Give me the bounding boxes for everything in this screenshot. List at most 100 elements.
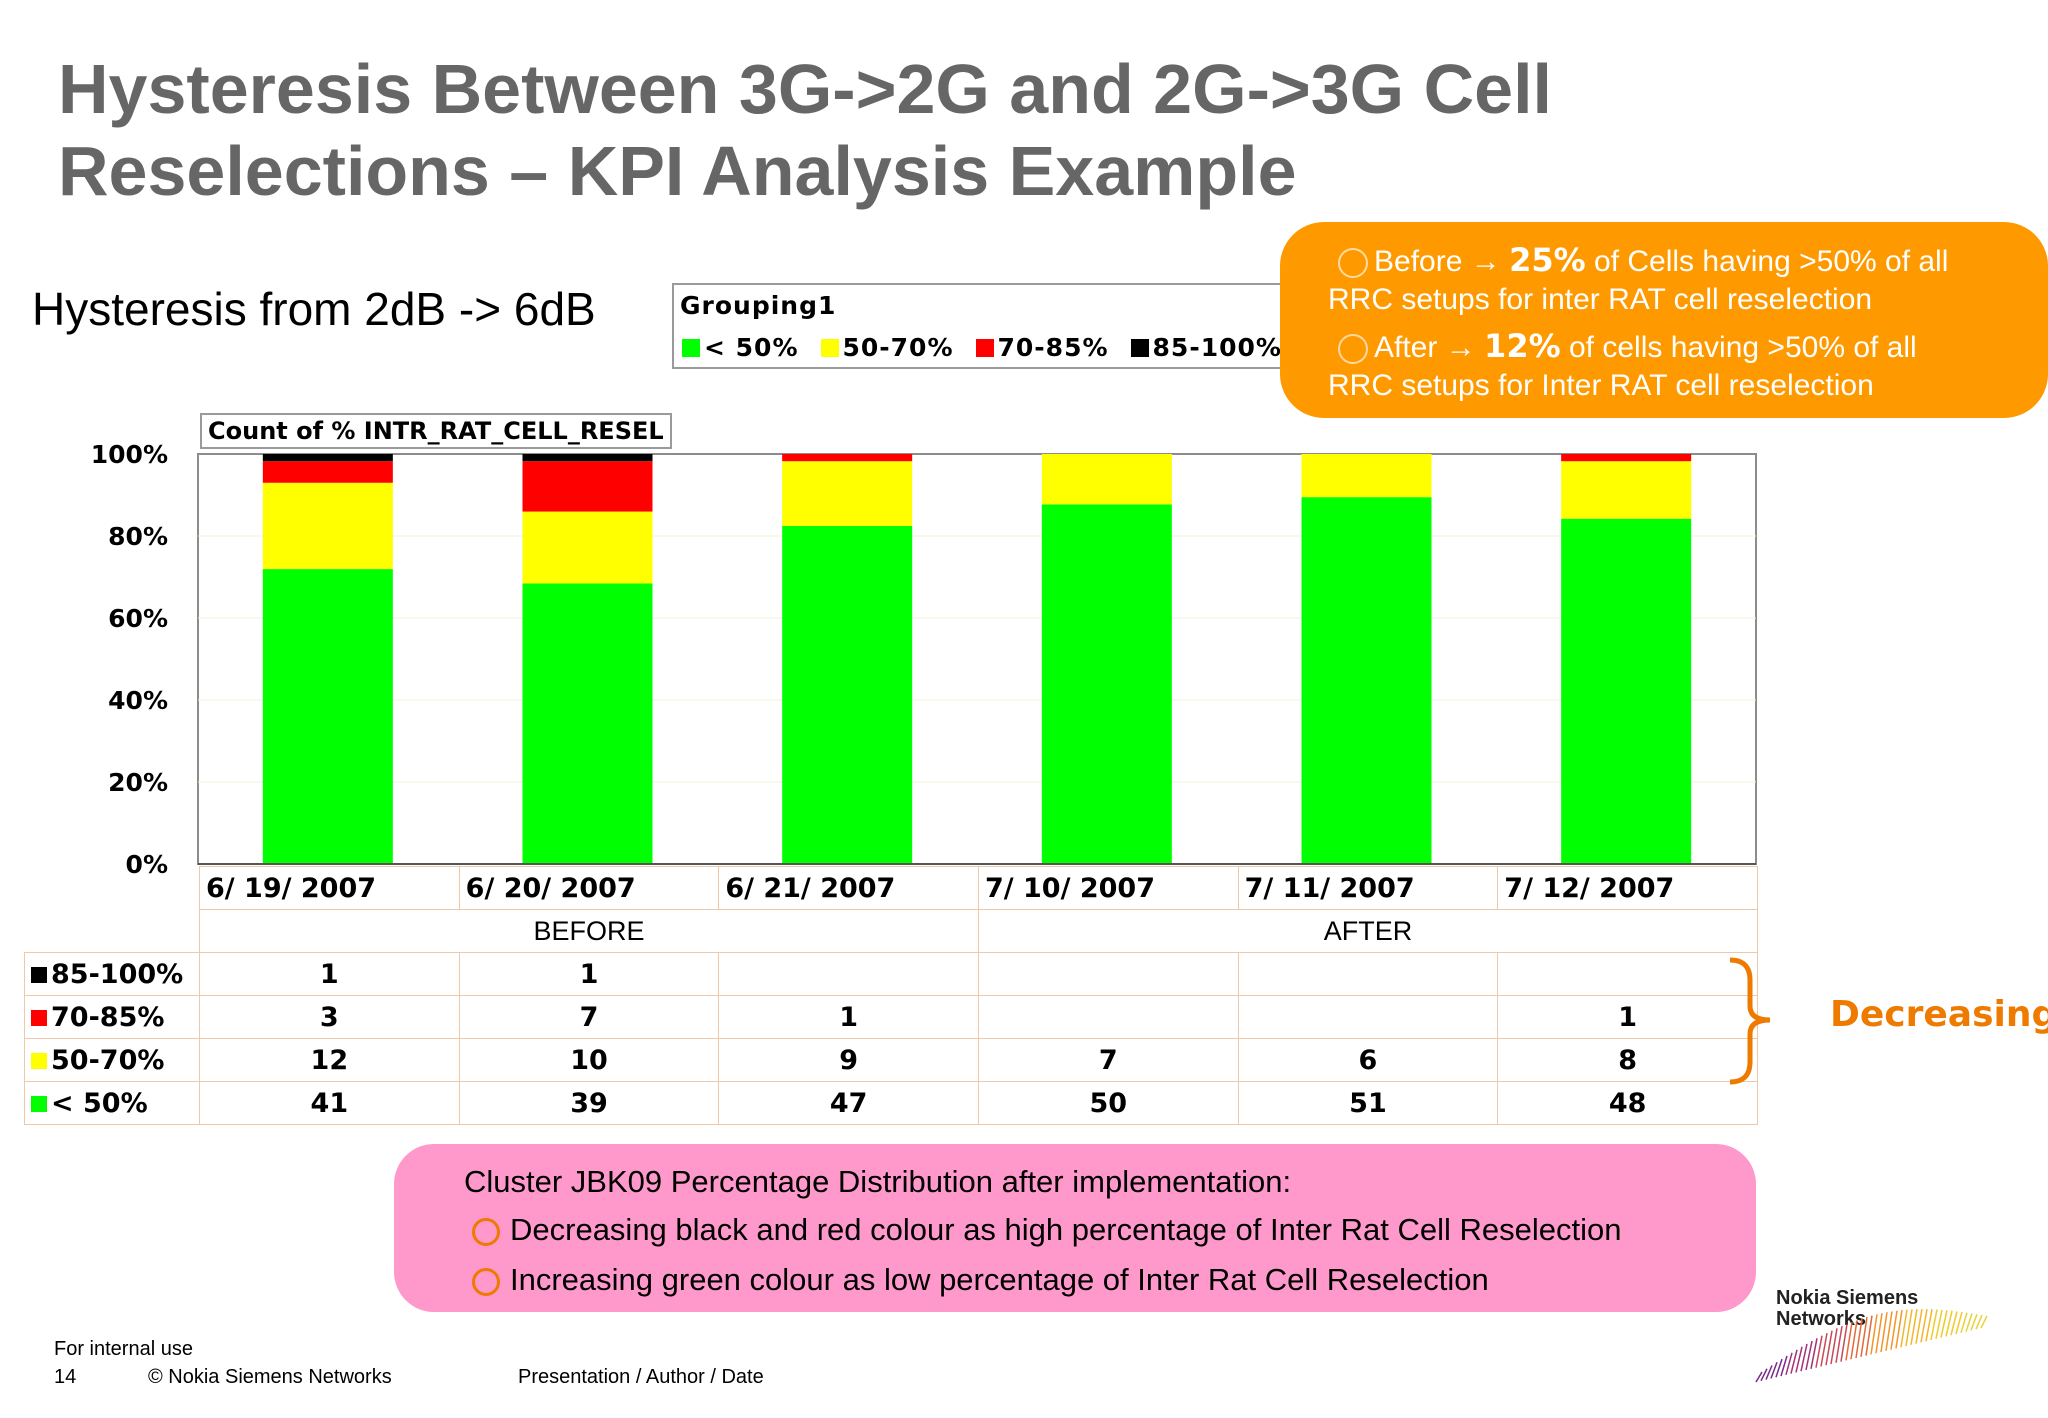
logo-wave-stroke	[1920, 1308, 1928, 1343]
logo-wave-stroke	[1850, 1320, 1858, 1360]
group-label-before: BEFORE	[199, 909, 979, 953]
bar-segment	[522, 511, 653, 584]
table-cell	[1497, 952, 1758, 996]
logo-wave-stroke	[1810, 1338, 1818, 1369]
table-cell: 41	[199, 1081, 460, 1125]
legend-item-lt50: < 50%	[682, 333, 799, 362]
decreasing-annotation: Decreasing	[1830, 994, 2048, 1035]
table-cell	[977, 995, 1239, 1039]
footer-page-number: 14	[54, 1366, 77, 1388]
date-cell: 7/ 12/ 2007	[1497, 866, 1758, 910]
logo-line-2: Networks	[1776, 1308, 1867, 1330]
logo-wave-stroke	[1980, 1315, 1988, 1329]
logo-wave-stroke	[1890, 1310, 1898, 1350]
date-cell: 6/ 19/ 2007	[199, 866, 460, 910]
summary-box: Cluster JBK09 Percentage Distribution af…	[394, 1144, 1756, 1312]
bar-segment	[262, 461, 393, 483]
summary-point-1: Decreasing black and red colour as high …	[472, 1212, 1621, 1248]
logo-wave-icon	[1755, 1308, 1988, 1383]
table-row-70-85: 70-85% 3 7 1 1	[24, 995, 1758, 1039]
logo-wave-stroke	[1880, 1312, 1888, 1353]
slide-subtitle: Hysteresis from 2dB -> 6dB	[32, 283, 596, 335]
table-cell: 48	[1497, 1081, 1758, 1125]
y-tick-label: 20%	[108, 768, 168, 797]
logo-wave-stroke	[1865, 1315, 1873, 1356]
table-cell: 1	[199, 952, 460, 996]
callout-after-line2: RRC setups for Inter RAT cell reselectio…	[1328, 369, 1874, 402]
logo-wave-stroke	[1800, 1343, 1808, 1372]
logo-wave-stroke	[1910, 1309, 1918, 1345]
table-cell: 1	[1497, 995, 1758, 1039]
table-date-row: 6/ 19/ 2007 6/ 20/ 2007 6/ 21/ 2007 7/ 1…	[25, 866, 1758, 910]
smiley-icon	[472, 1267, 500, 1296]
logo-line-1: Nokia Siemens	[1776, 1287, 1919, 1309]
date-cell: 6/ 20/ 2007	[458, 866, 720, 910]
table-cell: 51	[1237, 1081, 1499, 1125]
logo-wave-stroke	[1885, 1311, 1893, 1351]
y-tick-label: 0%	[126, 850, 168, 879]
table-cell: 9	[718, 1038, 979, 1082]
bar-segment	[522, 454, 653, 462]
table-cell: 50	[977, 1081, 1239, 1125]
table-cell	[1237, 952, 1499, 996]
y-tick-label: 80%	[108, 522, 168, 551]
legend-swatch	[1130, 338, 1149, 357]
legend-label: 85-100%	[1152, 333, 1282, 362]
plot-area	[197, 453, 1757, 865]
logo-wave-stroke	[1855, 1318, 1863, 1359]
arrow-right-icon: →	[1470, 245, 1501, 278]
logo-wave-stroke	[1895, 1310, 1903, 1349]
chart-legend: Grouping1 < 50% 50-70% 70-85% 85-100%	[672, 283, 1296, 369]
y-tick-label: 40%	[108, 686, 168, 715]
logo-wave-stroke	[1940, 1310, 1948, 1338]
data-table: 6/ 19/ 2007 6/ 20/ 2007 6/ 21/ 2007 7/ 1…	[24, 866, 1759, 1125]
logo-wave-stroke	[1765, 1365, 1773, 1380]
bar-segment	[1561, 454, 1692, 462]
chart-title: Count of % INTR_RAT_CELL_RESEL	[200, 413, 672, 449]
logo-wave-stroke	[1975, 1314, 1983, 1330]
slide-title: Hysteresis Between 3G->2G and 2G->3G Cel…	[58, 50, 1552, 210]
bar-segment	[262, 454, 393, 462]
bar-segment	[782, 461, 913, 526]
bar-segment	[522, 583, 653, 864]
bar-segment	[1561, 461, 1692, 519]
legend-swatch	[820, 338, 839, 357]
legend-item-85-100: 85-100%	[1130, 333, 1282, 362]
bar-segment	[522, 461, 653, 512]
table-cell: 3	[199, 995, 460, 1039]
table-cell	[718, 952, 979, 996]
legend-label: 50-70%	[842, 333, 954, 362]
table-row-85-100: 85-100% 1 1	[24, 952, 1758, 996]
table-cell: 8	[1497, 1038, 1758, 1082]
table-cell: 1	[718, 995, 979, 1039]
data-table-wrapper: 6/ 19/ 2007 6/ 20/ 2007 6/ 21/ 2007 7/ 1…	[24, 866, 1759, 1125]
table-cell: 10	[458, 1038, 720, 1082]
company-logo: Nokia Siemens Networks	[1776, 1288, 1918, 1330]
table-cell: 7	[977, 1038, 1239, 1082]
bar-segment	[782, 454, 913, 462]
logo-wave-stroke	[1930, 1309, 1938, 1341]
table-cell: 6	[1237, 1038, 1499, 1082]
date-cell: 6/ 21/ 2007	[718, 866, 979, 910]
summary-point-2: Increasing green colour as low percentag…	[472, 1262, 1489, 1298]
table-row-50-70: 50-70% 12 10 9 7 6 8	[24, 1038, 1758, 1082]
legend-label: < 50%	[704, 333, 799, 362]
footer-copyright: © Nokia Siemens Networks	[148, 1366, 392, 1388]
callout-before-line: Before → 25% of Cells having >50% of all	[1338, 238, 1948, 284]
logo-wave-stroke	[1790, 1349, 1798, 1374]
logo-wave-stroke	[1755, 1371, 1763, 1383]
table-cell	[977, 952, 1239, 996]
logo-wave-stroke	[1805, 1340, 1813, 1371]
table-cell: 7	[458, 995, 720, 1039]
logo-wave-stroke	[1815, 1335, 1823, 1368]
smiley-icon	[1338, 248, 1368, 279]
logo-wave-stroke	[1970, 1314, 1978, 1331]
footer-internal-use: For internal use	[54, 1338, 193, 1360]
legend-title: Grouping1	[680, 291, 837, 320]
bar-segment	[262, 482, 393, 570]
group-label-after: AFTER	[977, 909, 1759, 953]
logo-wave-stroke	[1780, 1355, 1788, 1377]
logo-wave-stroke	[1955, 1311, 1963, 1335]
summary-heading: Cluster JBK09 Percentage Distribution af…	[464, 1164, 1292, 1199]
legend-item-70-85: 70-85%	[975, 333, 1109, 362]
